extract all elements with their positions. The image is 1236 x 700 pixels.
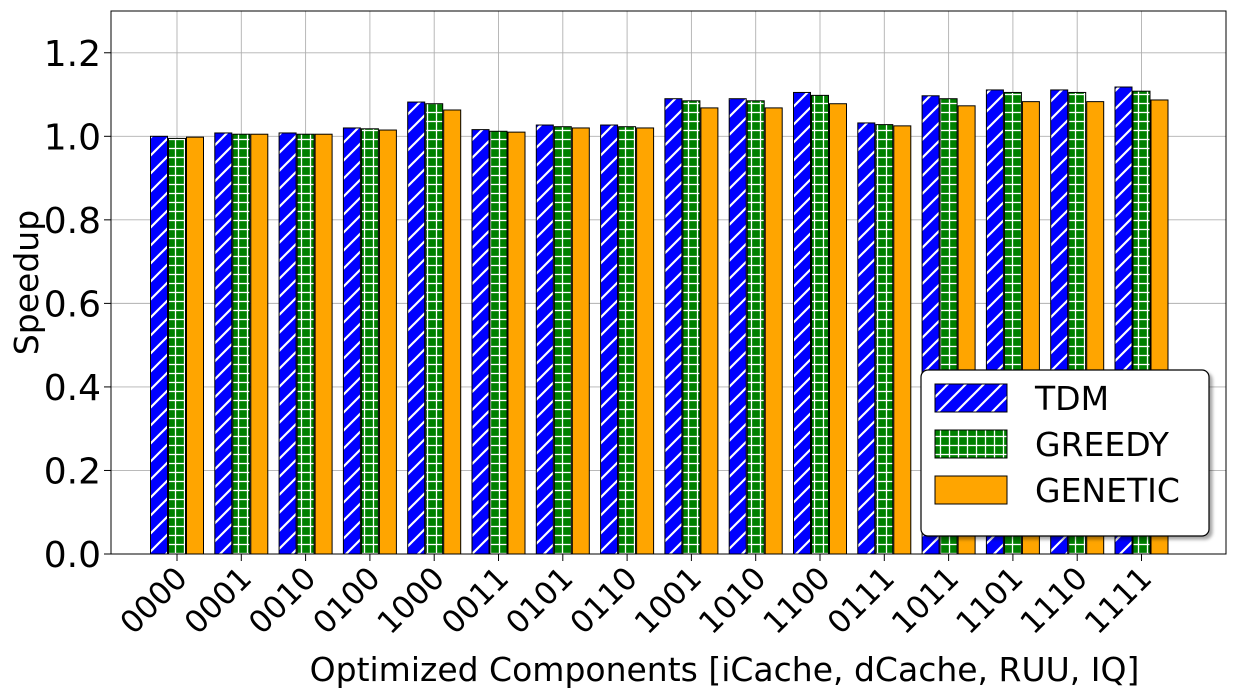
bar-genetic-1010 <box>764 107 783 555</box>
legend: TDM GREEDY GENETIC <box>920 369 1210 537</box>
bar-genetic-1000 <box>443 109 462 555</box>
y-axis-ticks: 0.0 0.2 0.4 0.6 0.8 1.0 1.2 <box>44 34 111 576</box>
y-tick-label: 0.2 <box>44 451 101 492</box>
y-tick-label: 0.0 <box>44 535 101 576</box>
x-tick-label: 1110 <box>1014 560 1095 641</box>
bar-tdm-0111 <box>857 122 876 555</box>
bar-genetic-0010 <box>314 133 333 555</box>
x-tick-label: 1101 <box>949 560 1030 641</box>
y-tick-label: 1.2 <box>44 34 101 75</box>
legend-swatch-genetic <box>934 475 1008 505</box>
bar-genetic-1001 <box>700 107 719 555</box>
bar-genetic-0110 <box>636 127 655 555</box>
bar-tdm-0100 <box>342 127 361 555</box>
x-tick-label: 1100 <box>756 560 837 641</box>
x-tick-label: 0010 <box>242 560 323 641</box>
bar-tdm-1010 <box>728 98 747 555</box>
bar-greedy-0101 <box>553 126 572 555</box>
x-tick-label: 0110 <box>564 560 645 641</box>
x-tick-label: 1000 <box>371 560 452 641</box>
bar-greedy-0110 <box>618 126 637 555</box>
bar-tdm-1100 <box>793 91 811 555</box>
x-tick-label: 0100 <box>306 560 387 641</box>
bar-tdm-1001 <box>664 98 683 555</box>
bar-greedy-1001 <box>682 100 701 555</box>
x-tick-label: 0101 <box>499 560 580 641</box>
x-tick-label: 1001 <box>628 560 709 641</box>
y-tick-label: 0.6 <box>44 284 101 325</box>
bar-greedy-1100 <box>811 94 829 555</box>
legend-label-genetic: GENETIC <box>1035 471 1180 510</box>
bar-greedy-0010 <box>296 133 315 555</box>
legend-label-greedy: GREEDY <box>1035 425 1170 464</box>
bar-genetic-0011 <box>507 131 526 555</box>
bar-greedy-0100 <box>360 128 379 555</box>
plot-frame <box>110 10 1227 555</box>
bar-tdm-0010 <box>278 132 297 555</box>
x-axis-ticks: 0000000100100100100000110101011010011010… <box>113 554 1159 641</box>
x-tick-label: 1111 <box>1078 560 1159 641</box>
legend-label-tdm: TDM <box>1034 379 1109 418</box>
bar-genetic-0100 <box>378 129 397 555</box>
y-axis-label: Speedup <box>7 210 46 355</box>
x-tick-label: 0001 <box>178 560 259 641</box>
bar-greedy-1000 <box>425 103 444 555</box>
x-tick-label: 0000 <box>113 560 194 641</box>
bar-tdm-0110 <box>600 124 619 555</box>
y-tick-label: 1.0 <box>44 117 101 158</box>
bar-genetic-1100 <box>829 103 847 555</box>
bar-greedy-0111 <box>875 124 894 555</box>
legend-swatch-greedy <box>934 429 1008 459</box>
y-tick-label: 0.8 <box>44 201 101 242</box>
x-tick-label: 0111 <box>821 560 902 641</box>
legend-swatch-tdm <box>934 383 1008 413</box>
bar-tdm-1000 <box>407 101 426 555</box>
bar-tdm-0011 <box>471 129 490 555</box>
bar-greedy-1010 <box>746 100 765 555</box>
x-tick-label: 0011 <box>435 560 516 641</box>
x-tick-label: 1011 <box>885 560 966 641</box>
bar-genetic-0111 <box>893 125 912 555</box>
x-tick-label: 1010 <box>692 560 773 641</box>
bar-greedy-0011 <box>489 130 508 555</box>
bar-tdm-0001 <box>214 132 233 555</box>
x-axis-label: Optimized Components [iCache, dCache, RU… <box>310 650 1140 689</box>
bar-genetic-0001 <box>250 133 269 555</box>
bar-genetic-0101 <box>571 127 590 555</box>
y-tick-label: 0.4 <box>44 368 101 409</box>
bar-greedy-0001 <box>232 133 251 555</box>
bar-genetic-0000 <box>186 136 204 555</box>
bar-greedy-0000 <box>168 137 186 555</box>
bar-tdm-0101 <box>535 124 554 555</box>
bar-tdm-0000 <box>150 135 168 555</box>
